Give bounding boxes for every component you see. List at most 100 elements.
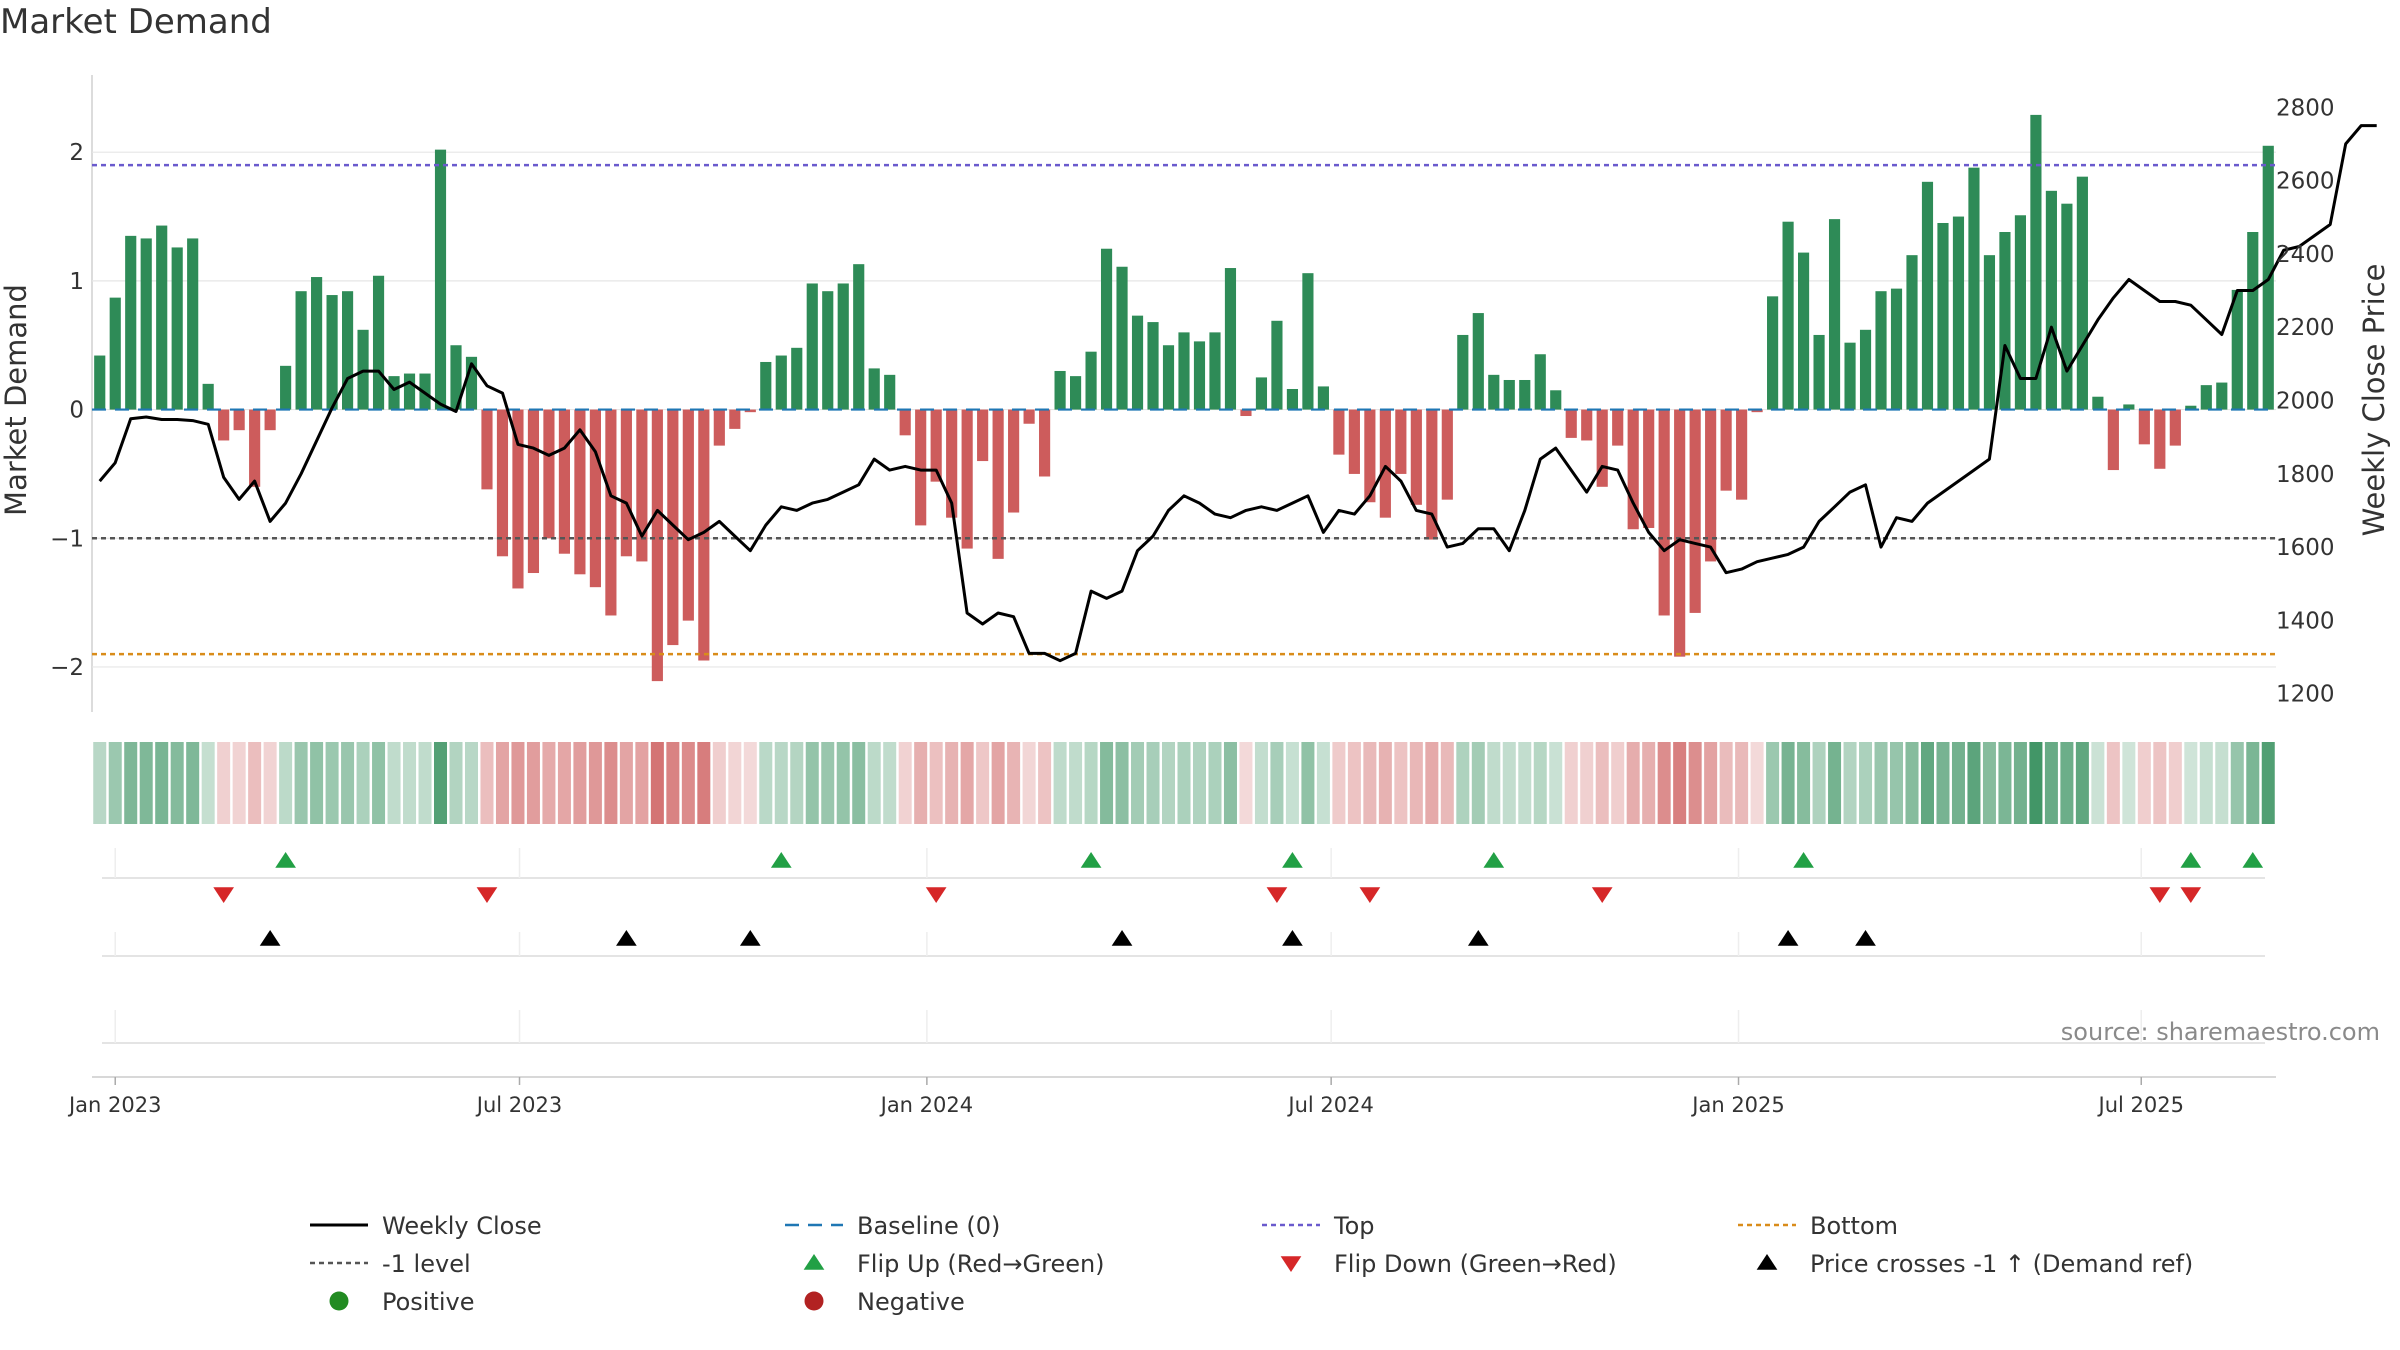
heat-cell bbox=[1285, 742, 1299, 824]
flip-down-marker bbox=[213, 887, 235, 903]
flip-up-marker bbox=[275, 852, 296, 868]
demand-bar bbox=[125, 235, 137, 410]
heat-cell bbox=[1951, 742, 1965, 824]
legend-item: -1 level bbox=[310, 1250, 471, 1278]
heat-cell bbox=[1332, 742, 1346, 824]
heat-cell bbox=[2137, 742, 2151, 824]
heat-cell bbox=[1518, 742, 1532, 824]
heat-cell bbox=[1394, 742, 1408, 824]
heat-cell bbox=[526, 742, 540, 824]
heat-cell bbox=[1564, 742, 1578, 824]
heat-cell bbox=[790, 742, 804, 824]
demand-bar bbox=[1658, 409, 1670, 616]
demand-bar bbox=[1736, 409, 1748, 500]
demand-bar bbox=[341, 291, 354, 410]
demand-bar bbox=[1255, 377, 1268, 410]
heat-cell bbox=[449, 742, 463, 824]
demand-bar bbox=[1612, 409, 1624, 446]
heat-cell bbox=[697, 742, 711, 824]
legend-label: Baseline (0) bbox=[857, 1212, 1000, 1240]
demand-bar bbox=[1302, 273, 1314, 410]
price-cross-marker bbox=[1282, 930, 1303, 946]
demand-bar bbox=[2169, 409, 2181, 446]
heat-cell bbox=[604, 742, 618, 824]
demand-bar bbox=[667, 409, 679, 646]
demand-bar bbox=[1921, 181, 1934, 410]
demand-bar bbox=[1534, 354, 1546, 410]
legend-swatch bbox=[329, 1291, 349, 1311]
heat-cell bbox=[728, 742, 742, 824]
event-markers bbox=[102, 848, 2265, 1044]
demand-bar bbox=[977, 409, 989, 462]
heat-cell bbox=[217, 742, 231, 824]
demand-bar bbox=[1348, 409, 1360, 474]
flip-down-marker bbox=[2180, 887, 2202, 903]
legend-item: Weekly Close bbox=[310, 1212, 542, 1240]
demand-bar bbox=[1069, 376, 1082, 410]
weekly-close-line bbox=[98, 124, 2377, 663]
heat-cell bbox=[1084, 742, 1098, 824]
demand-bar bbox=[961, 409, 973, 549]
heat-cell bbox=[1642, 742, 1656, 824]
heat-cell bbox=[635, 742, 649, 824]
demand-bar bbox=[1131, 315, 1144, 410]
heat-cell bbox=[1549, 742, 1563, 824]
heat-cell bbox=[1673, 742, 1687, 824]
demand-bar bbox=[2061, 203, 2073, 410]
demand-bar bbox=[1906, 255, 1918, 410]
heat-cell bbox=[1982, 742, 1996, 824]
price-cross-marker bbox=[259, 930, 281, 946]
demand-bar bbox=[992, 409, 1004, 559]
demand-bar bbox=[775, 355, 787, 410]
heat-cell bbox=[356, 742, 370, 824]
heat-cell bbox=[1192, 742, 1206, 824]
demand-bar bbox=[682, 409, 694, 621]
heat-cell bbox=[294, 742, 308, 824]
heat-cell bbox=[139, 742, 153, 824]
heat-cell bbox=[2013, 742, 2027, 824]
heat-cell bbox=[2060, 742, 2074, 824]
demand-bar bbox=[388, 376, 400, 410]
x-tick-label: Jan 2024 bbox=[879, 1093, 974, 1117]
demand-bar bbox=[1008, 409, 1020, 513]
demand-bar bbox=[1426, 409, 1438, 540]
demand-bar bbox=[1023, 409, 1035, 424]
legend-label: Flip Up (Red→Green) bbox=[857, 1250, 1105, 1278]
demand-bar bbox=[496, 409, 509, 557]
demand-bar bbox=[450, 345, 462, 410]
demand-bar bbox=[884, 374, 896, 410]
heat-cell bbox=[542, 742, 556, 824]
heat-cell bbox=[93, 742, 107, 824]
demand-bar bbox=[1085, 351, 1097, 410]
demand-bar bbox=[651, 409, 663, 682]
heat-cell bbox=[170, 742, 184, 824]
demand-bar bbox=[1890, 288, 1903, 410]
demand-bar bbox=[481, 409, 493, 490]
heat-cell bbox=[1378, 742, 1392, 824]
heat-cell bbox=[1797, 742, 1811, 824]
legend-item: Flip Up (Red→Green) bbox=[803, 1250, 1105, 1278]
demand-bar bbox=[1999, 231, 2011, 410]
heat-cell bbox=[124, 742, 138, 824]
heat-cell bbox=[480, 742, 494, 824]
demand-bar bbox=[156, 225, 168, 410]
heat-cell bbox=[1533, 742, 1547, 824]
price-cross-marker bbox=[616, 930, 637, 946]
demand-bar bbox=[837, 283, 849, 410]
demand-bar bbox=[1209, 332, 1221, 410]
demand-bar bbox=[249, 409, 261, 487]
heat-cell bbox=[155, 742, 169, 824]
flip-down-marker bbox=[2149, 887, 2171, 903]
flip-down-marker bbox=[1266, 887, 1288, 903]
heat-cell bbox=[201, 742, 215, 824]
heat-cell bbox=[248, 742, 262, 824]
heat-cell bbox=[774, 742, 788, 824]
source-credit: source: sharemaestro.com bbox=[2061, 1018, 2380, 1046]
heat-cell bbox=[1456, 742, 1470, 824]
heat-cell bbox=[1828, 742, 1842, 824]
demand-bar bbox=[1689, 409, 1701, 613]
flip-down-marker bbox=[476, 887, 498, 903]
heat-cell bbox=[403, 742, 417, 824]
flip-down-marker bbox=[1359, 887, 1381, 903]
y2-tick-label: 2600 bbox=[2276, 169, 2335, 195]
